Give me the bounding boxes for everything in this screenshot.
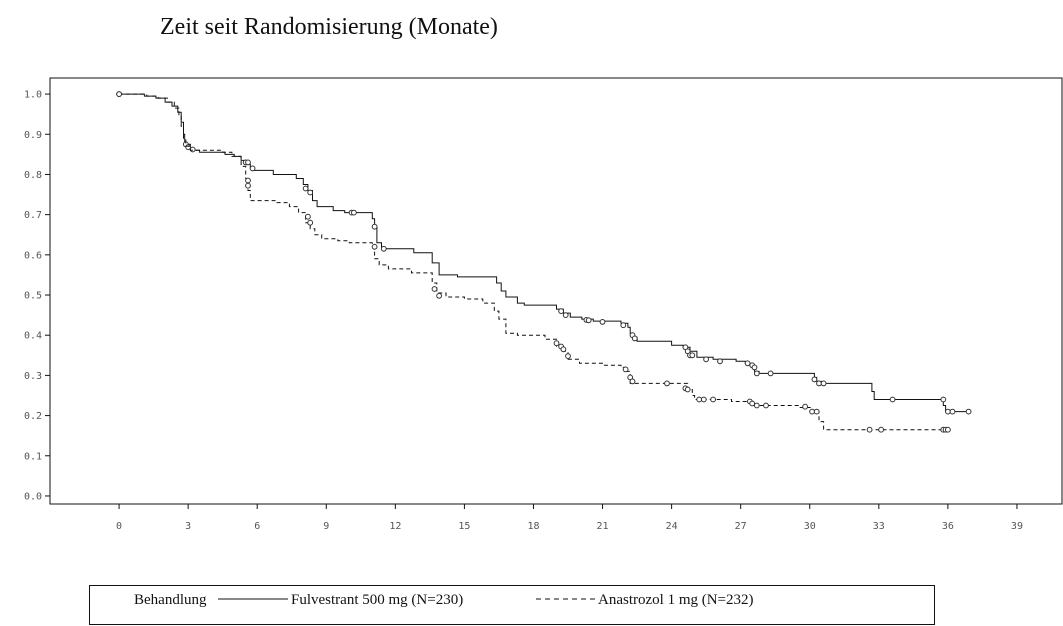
censor-mark-anastrozol: [565, 353, 571, 360]
censor-mark-anastrozol: [436, 292, 443, 299]
x-tick-label: 27: [735, 521, 747, 532]
censor-mark-anastrozol: [431, 286, 438, 292]
censor-mark-anastrozol: [878, 426, 884, 433]
censor-mark-anastrozol: [700, 396, 707, 403]
censor-mark-fulvestrant: [380, 245, 387, 252]
y-tick-label: 0.1: [24, 451, 42, 462]
censor-mark-anastrozol: [802, 403, 808, 410]
legend-svg: Behandlung Fulvestrant 500 mg (N=230) An…: [134, 592, 754, 608]
x-tick-label: 18: [527, 521, 539, 532]
x-tick-label: 30: [804, 521, 816, 532]
y-tick-label: 0.2: [24, 411, 42, 422]
censor-mark-anastrozol: [710, 396, 716, 403]
censor-mark-fulvestrant: [620, 322, 627, 329]
censor-mark-anastrozol: [307, 219, 314, 226]
censor-mark-anastrozol: [684, 386, 691, 393]
censor-mark-fulvestrant: [249, 165, 256, 172]
x-tick-label: 6: [254, 521, 260, 532]
censor-mark-anastrozol: [866, 426, 873, 433]
axes-layer: 0.00.10.20.30.40.50.60.70.80.91.00 3 6 9 12 1…: [24, 77, 1063, 532]
censor-mark-anastrozol: [622, 366, 629, 373]
y-tick-label: 0.5: [24, 291, 42, 302]
censor-mark-anastrozol: [629, 378, 636, 385]
censor-mark-fulvestrant: [717, 358, 723, 365]
censor-mark-fulvestrant: [689, 352, 696, 359]
x-tick-label: 9: [323, 521, 329, 532]
x-tick-label: 12: [389, 521, 401, 532]
censor-mark-anastrozol: [763, 402, 769, 409]
x-tick-label: 3: [185, 521, 191, 532]
censor-mark-fulvestrant: [558, 308, 564, 315]
y-tick-label: 0.4: [24, 331, 42, 342]
y-tick-label: 0.0: [24, 491, 42, 502]
y-tick-label: 0.6: [24, 250, 42, 261]
censor-mark-fulvestrant: [185, 144, 192, 151]
legend-entry-anastrozol: Anastrozol 1 mg (N=232): [598, 592, 754, 608]
plot-frame: [49, 77, 1063, 505]
censor-mark-anastrozol: [664, 380, 670, 387]
censor-mark-fulvestrant: [189, 146, 196, 153]
x-tick-label: 36: [942, 521, 954, 532]
y-tick-label: 1.0: [24, 90, 42, 101]
censor-mark-fulvestrant: [703, 356, 709, 363]
series-layer: [116, 91, 972, 433]
x-tick-label: 33: [873, 521, 885, 532]
censor-mark-fulvestrant: [302, 185, 309, 192]
censor-mark-fulvestrant: [751, 364, 758, 371]
censor-mark-fulvestrant: [562, 312, 569, 319]
x-tick-label: 24: [666, 521, 678, 532]
legend-box: Behandlung Fulvestrant 500 mg (N=230) An…: [89, 585, 935, 625]
censor-mark-anastrozol: [749, 400, 756, 407]
censor-mark-fulvestrant: [631, 335, 638, 342]
censor-mark-anastrozol: [116, 91, 122, 97]
censor-mark-anastrozol: [696, 396, 703, 403]
censor-mark-fulvestrant: [965, 408, 972, 415]
y-tick-label: 0.7: [24, 210, 42, 221]
censor-mark-fulvestrant: [753, 370, 760, 377]
censor-mark-fulvestrant: [949, 408, 956, 415]
chart-title: Zeit seit Randomisierung (Monate): [160, 14, 498, 40]
censor-mark-fulvestrant: [816, 380, 822, 387]
y-tick-label: 0.3: [24, 371, 42, 382]
censor-mark-anastrozol: [371, 243, 378, 250]
censor-mark-anastrozol: [809, 408, 815, 415]
legend-entry-fulvestrant: Fulvestrant 500 mg (N=230): [291, 592, 463, 608]
censor-mark-anastrozol: [305, 213, 311, 220]
censor-mark-fulvestrant: [767, 370, 774, 377]
censor-mark-fulvestrant: [307, 189, 314, 196]
censor-mark-anastrozol: [753, 402, 760, 409]
censor-mark-anastrozol: [245, 182, 251, 189]
censor-mark-fulvestrant: [371, 223, 378, 230]
censor-mark-fulvestrant: [940, 396, 947, 403]
censor-mark-anastrozol: [813, 408, 820, 415]
x-tick-label: 0: [116, 521, 122, 532]
censor-mark-fulvestrant: [599, 319, 606, 325]
series-line-anastrozol: [119, 93, 946, 431]
censor-mark-fulvestrant: [351, 209, 357, 216]
censor-mark-anastrozol: [245, 177, 251, 184]
y-tick-label: 0.9: [24, 130, 42, 141]
censor-mark-fulvestrant: [245, 159, 251, 166]
legend-title: Behandlung: [134, 592, 207, 608]
censor-mark-fulvestrant: [585, 317, 592, 324]
censor-mark-fulvestrant: [945, 408, 951, 415]
series-line-fulvestrant: [119, 93, 971, 413]
censor-mark-anastrozol: [560, 346, 567, 353]
censor-mark-anastrozol: [945, 426, 951, 433]
censor-mark-fulvestrant: [744, 360, 751, 367]
y-tick-label: 0.8: [24, 170, 42, 181]
censor-mark-anastrozol: [553, 340, 560, 347]
censor-mark-fulvestrant: [889, 396, 896, 403]
x-tick-label: 15: [458, 521, 470, 532]
x-tick-label: 21: [597, 521, 609, 532]
censor-mark-fulvestrant: [811, 376, 818, 383]
censor-mark-fulvestrant: [820, 380, 827, 387]
x-tick-label: 39: [1011, 521, 1023, 532]
